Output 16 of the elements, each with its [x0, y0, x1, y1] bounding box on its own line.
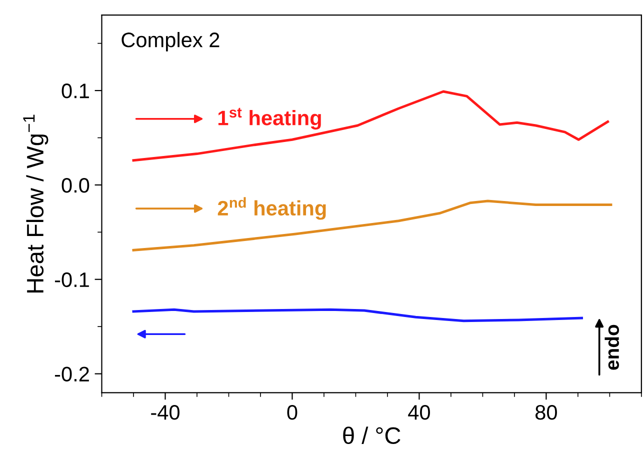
y-tick-label: 0.0: [62, 178, 90, 193]
annotation: endo: [604, 324, 620, 370]
legend-label: 1$^{st}$ heating: [218, 108, 321, 130]
y-tick-label: 0.1: [62, 84, 89, 98]
x-axis-title: θ / °C: [343, 426, 400, 444]
y-tick-label: -0.2: [54, 366, 89, 382]
line-series: [132, 308, 583, 322]
y-tick-label: -0.1: [54, 272, 89, 288]
line-series: [132, 90, 610, 162]
x-tick-label: 0: [287, 405, 298, 420]
x-tick-label: -40: [151, 405, 180, 420]
x-tick-label: 80: [536, 405, 557, 420]
x-tick-label: 40: [408, 405, 430, 420]
y-axis-title: Heat Flow / Wg$^{−1}$: [23, 114, 48, 292]
text: Complex 2: [122, 32, 220, 52]
legend-label: 2$^{nd}$ heating: [218, 197, 326, 220]
